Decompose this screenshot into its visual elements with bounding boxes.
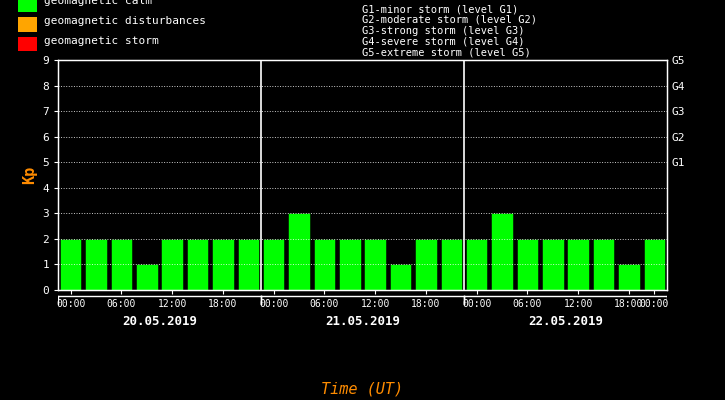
Bar (618, 264, 639, 290)
Text: 20.05.2019: 20.05.2019 (122, 315, 197, 328)
FancyBboxPatch shape (17, 17, 38, 32)
Bar (60, 239, 81, 290)
Bar (492, 213, 513, 290)
Bar (86, 239, 107, 290)
Bar (644, 239, 665, 290)
Text: geomagnetic disturbances: geomagnetic disturbances (44, 16, 206, 26)
Bar (314, 239, 335, 290)
Text: G4-severe storm (level G4): G4-severe storm (level G4) (362, 37, 525, 47)
Bar (466, 239, 487, 290)
Bar (238, 239, 259, 290)
Text: G2-moderate storm (level G2): G2-moderate storm (level G2) (362, 15, 537, 25)
Bar (111, 239, 132, 290)
Bar (568, 239, 589, 290)
FancyBboxPatch shape (17, 37, 38, 51)
Bar (289, 213, 310, 290)
Text: 22.05.2019: 22.05.2019 (528, 315, 603, 328)
Bar (441, 239, 462, 290)
Text: geomagnetic storm: geomagnetic storm (44, 36, 159, 46)
Bar (187, 239, 208, 290)
Text: G5-extreme storm (level G5): G5-extreme storm (level G5) (362, 48, 531, 58)
FancyBboxPatch shape (17, 0, 38, 12)
Text: 21.05.2019: 21.05.2019 (325, 315, 400, 328)
Bar (542, 239, 563, 290)
Text: G3-strong storm (level G3): G3-strong storm (level G3) (362, 26, 525, 36)
Text: geomagnetic calm: geomagnetic calm (44, 0, 152, 6)
Bar (263, 239, 284, 290)
Bar (212, 239, 233, 290)
Bar (517, 239, 538, 290)
Text: G1-minor storm (level G1): G1-minor storm (level G1) (362, 4, 519, 14)
Text: Time (UT): Time (UT) (321, 381, 404, 396)
Bar (593, 239, 614, 290)
Bar (415, 239, 436, 290)
Bar (339, 239, 360, 290)
Bar (365, 239, 386, 290)
Y-axis label: Kp: Kp (22, 166, 37, 184)
Bar (390, 264, 411, 290)
Bar (162, 239, 183, 290)
Bar (136, 264, 157, 290)
